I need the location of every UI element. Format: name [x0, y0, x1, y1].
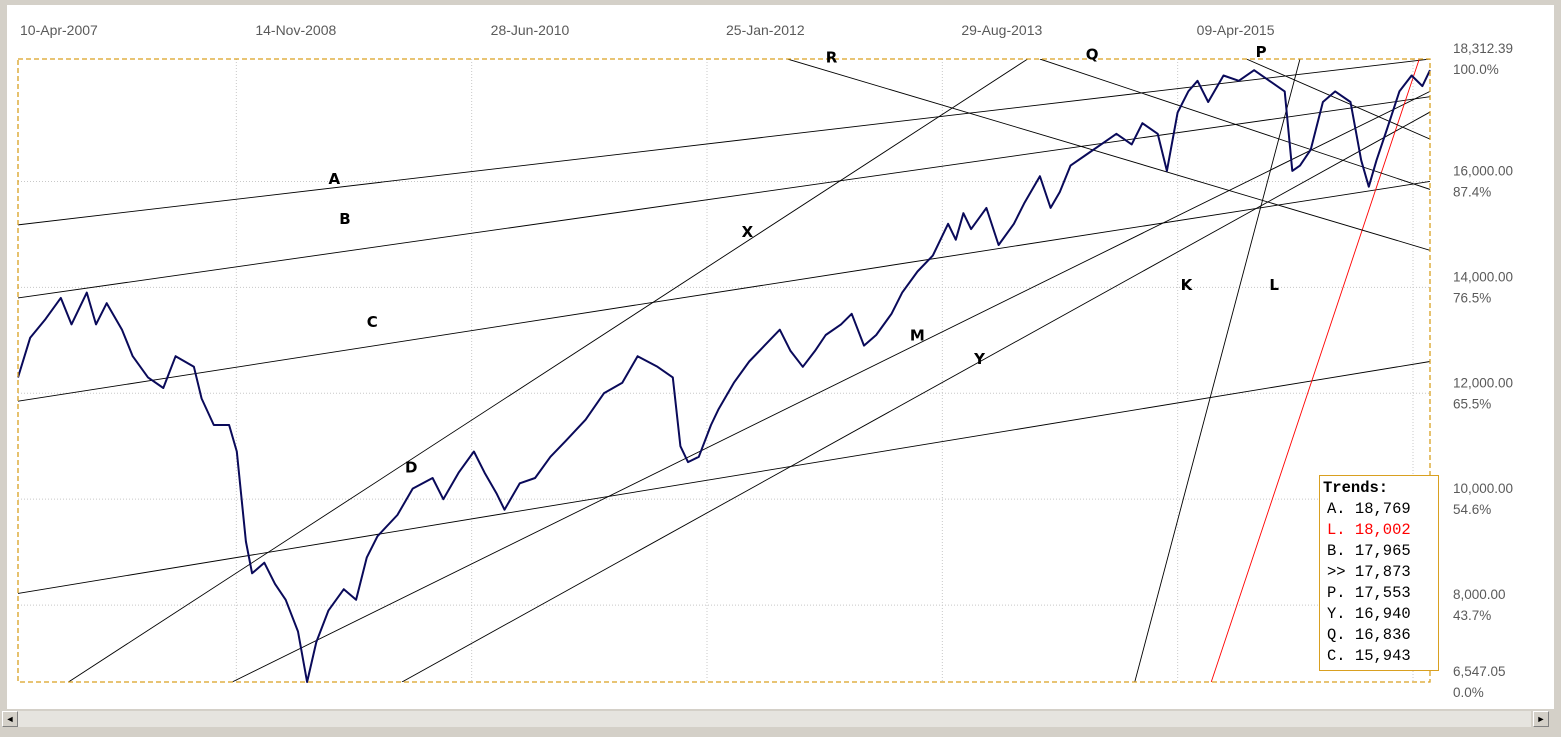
legend-row-a: A. 18,769 [1327, 500, 1411, 518]
trendline-a [18, 59, 1430, 226]
scroll-right-button[interactable]: ► [1533, 711, 1549, 727]
trendline-label-d: D [405, 459, 417, 477]
scrollbar-track[interactable] [18, 711, 1531, 727]
date-label: 28-Jun-2010 [491, 22, 570, 38]
trendline-m [231, 91, 1430, 682]
trendline-label-k: K [1181, 276, 1194, 294]
percent-tick-label: 43.7% [1453, 608, 1491, 623]
status-strip [0, 729, 1561, 737]
price-series [17, 69, 1431, 683]
trendline-k [1134, 59, 1301, 682]
legend-row-q: Q. 16,836 [1327, 626, 1411, 644]
trends-legend: Trends: A. 18,769 L. 18,002 B. 17,965 >>… [1319, 475, 1439, 671]
legend-row-y: Y. 16,940 [1327, 605, 1411, 623]
percent-tick-label: 54.6% [1453, 502, 1491, 517]
date-label: 14-Nov-2008 [255, 22, 336, 38]
trendline-d [18, 361, 1430, 594]
trendline-x [68, 59, 1028, 682]
percent-tick-label: 87.4% [1453, 184, 1491, 199]
legend-title: Trends: [1323, 479, 1389, 497]
trendline-label-b: B [339, 210, 350, 228]
trendline-label-l: L [1269, 276, 1279, 294]
date-axis: 10-Apr-2007 14-Nov-2008 28-Jun-2010 25-Jan-… [20, 22, 1275, 38]
trendline-l [1210, 59, 1420, 682]
value-tick-label: 10,000.00 [1453, 481, 1513, 496]
scroll-left-button[interactable]: ◄ [2, 711, 18, 727]
legend-row-b: B. 17,965 [1327, 542, 1411, 560]
legend-row-l: L. 18,002 [1327, 521, 1411, 539]
trendline-label-y: Y [973, 350, 986, 368]
trendline-label-m: M [910, 326, 925, 344]
percent-tick-label: 76.5% [1453, 290, 1491, 305]
grid [18, 59, 1430, 682]
trendline-label-q: Q [1086, 46, 1099, 64]
trendline-y [401, 111, 1430, 682]
date-label: 09-Apr-2015 [1197, 22, 1275, 38]
trendline-labels: A B C D X M Y K L R Q P [329, 43, 1280, 477]
trendline-label-c: C [367, 313, 378, 331]
price-line [17, 69, 1431, 683]
trendline-b [18, 96, 1430, 299]
value-tick-label: 8,000.00 [1453, 587, 1506, 602]
trendline-label-p: P [1256, 43, 1267, 61]
left-arrow-icon: ◄ [5, 714, 15, 724]
value-tick-label: 14,000.00 [1453, 269, 1513, 284]
trendline-c [18, 181, 1430, 402]
date-label: 25-Jan-2012 [726, 22, 805, 38]
trendline-p [1246, 59, 1430, 140]
right-arrow-icon: ► [1536, 714, 1546, 724]
plot-area-border [17, 58, 1431, 683]
value-axis: 18,312.39 100.0% 16,000.00 87.4% 14,000.00 76… [1453, 41, 1513, 700]
percent-tick-label: 0.0% [1453, 685, 1484, 700]
value-tick-label: 6,547.05 [1453, 664, 1506, 679]
trendline-q [1039, 59, 1430, 190]
right-edge [1554, 0, 1561, 709]
value-tick-label: 18,312.39 [1453, 41, 1513, 56]
percent-tick-label: 100.0% [1453, 62, 1499, 77]
legend-row-current: >> 17,873 [1327, 563, 1411, 581]
trendline-r [787, 59, 1430, 251]
date-label: 10-Apr-2007 [20, 22, 98, 38]
legend-row-c: C. 15,943 [1327, 647, 1411, 665]
trendline-label-x: X [742, 223, 754, 241]
top-ruler [0, 0, 1561, 5]
trendlines [18, 59, 1430, 682]
legend-row-p: P. 17,553 [1327, 584, 1411, 602]
date-label: 29-Aug-2013 [961, 22, 1042, 38]
value-tick-label: 12,000.00 [1453, 375, 1513, 390]
left-edge [0, 0, 7, 709]
chart-background [0, 0, 1561, 709]
chart-canvas: 10-Apr-2007 14-Nov-2008 28-Jun-2010 25-Jan-… [0, 0, 1561, 709]
trendline-label-r: R [826, 48, 838, 66]
percent-tick-label: 65.5% [1453, 396, 1491, 411]
horizontal-scrollbar[interactable]: ◄ ► [0, 709, 1561, 729]
trendline-label-a: A [329, 170, 341, 188]
value-tick-label: 16,000.00 [1453, 163, 1513, 178]
